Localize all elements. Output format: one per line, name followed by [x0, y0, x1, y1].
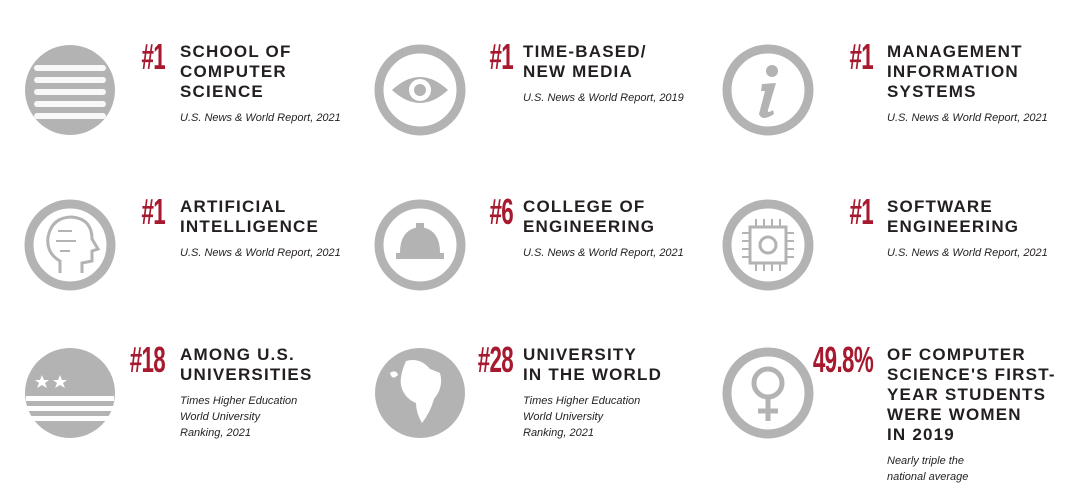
source-line: U.S. News & World Report, 2021 — [180, 247, 341, 259]
title: TIME-BASED/NEW MEDIA — [523, 42, 647, 82]
title-line: NEW MEDIA — [523, 62, 633, 81]
rank: #6 — [489, 191, 513, 232]
source-line: Times Higher Education — [180, 395, 298, 407]
source-line: national average — [887, 471, 969, 483]
rank: #1 — [141, 191, 165, 232]
rank: #1 — [141, 36, 165, 77]
icon — [722, 199, 814, 291]
title-line: SCHOOL OF — [180, 42, 292, 61]
title: UNIVERSITY IN THE WORLD — [523, 345, 662, 385]
icon — [374, 44, 466, 136]
source-line: U.S. News & World Report, 2021 — [887, 112, 1048, 124]
source-line: U.S. News & World Report, 2021 — [180, 112, 341, 124]
title-line: SOFTWARE — [887, 197, 993, 216]
title-line: UNIVERSITIES — [180, 365, 313, 384]
icon — [722, 44, 814, 136]
rank: #1 — [849, 36, 873, 77]
title-line: UNIVERSITY — [523, 345, 638, 364]
title-line: SYSTEMS — [887, 82, 977, 101]
title: COLLEGE OF ENGINEERING — [523, 197, 655, 237]
source-line: World University — [180, 411, 261, 423]
source-line: U.S. News & World Report, 2019 — [523, 92, 684, 104]
title-line: SCIENCE'S FIRST- — [887, 365, 1056, 384]
rank: 49.8% — [812, 339, 874, 380]
rank: #1 — [489, 36, 513, 77]
title-line: ARTIFICIAL — [180, 197, 287, 216]
title: AMONG U.S. UNIVERSITIES — [180, 345, 312, 385]
source-line: U.S. News & World Report, 2021 — [887, 247, 1048, 259]
title-line: MANAGEMENT — [887, 42, 1023, 61]
title-line: ENGINEERING — [523, 217, 656, 236]
title-line: ENGINEERING — [887, 217, 1020, 236]
title-line: INTELLIGENCE — [180, 217, 320, 236]
title-line: IN 2019 — [887, 425, 955, 444]
title-line: OF COMPUTER — [887, 345, 1026, 364]
title-line: COMPUTER — [180, 62, 287, 81]
title-line: IN THE WORLD — [523, 365, 663, 384]
rank: #28 — [477, 339, 514, 380]
title: OF COMPUTER SCIENCE'S FIRST- YEAR STUDENTS… — [887, 345, 1056, 445]
icon — [374, 199, 466, 291]
rank: #18 — [129, 339, 166, 380]
source-line: Ranking, 2021 — [180, 427, 251, 439]
icon — [25, 45, 115, 135]
source: U.S. News & World Report, 2021 — [180, 245, 341, 261]
source: Times Higher Education World University Ra… — [180, 393, 297, 441]
source: U.S. News & World Report, 2019 — [523, 90, 684, 106]
icon — [375, 348, 465, 438]
title: SOFTWARE ENGINEERING — [887, 197, 1019, 237]
source-line: World University — [523, 411, 604, 423]
title-line: SCIENCE — [180, 82, 264, 101]
source: U.S. News & World Report, 2021 — [523, 245, 684, 261]
source-line: U.S. News & World Report, 2021 — [523, 247, 684, 259]
source: Nearly triple the national average — [887, 453, 968, 485]
icon — [24, 199, 116, 291]
icon — [722, 347, 814, 439]
source-line: Times Higher Education — [523, 395, 641, 407]
icon — [25, 348, 115, 438]
title-line: AMONG U.S. — [180, 345, 295, 364]
title-line: WERE WOMEN — [887, 405, 1022, 424]
title-line: YEAR STUDENTS — [887, 385, 1047, 404]
rank: #1 — [849, 191, 873, 232]
source: U.S. News & World Report, 2021 — [887, 110, 1048, 126]
title: ARTIFICIAL INTELLIGENCE — [180, 197, 319, 237]
source: Times Higher Education World University Ra… — [523, 393, 640, 441]
source-line: Ranking, 2021 — [523, 427, 594, 439]
title: MANAGEMENT INFORMATION SYSTEMS — [887, 42, 1023, 102]
title-line: TIME-BASED/ — [523, 42, 647, 61]
title-line: COLLEGE OF — [523, 197, 646, 216]
title: SCHOOL OF COMPUTER SCIENCE — [180, 42, 292, 102]
title-line: INFORMATION — [887, 62, 1019, 81]
source: U.S. News & World Report, 2021 — [887, 245, 1048, 261]
source: U.S. News & World Report, 2021 — [180, 110, 341, 126]
source-line: Nearly triple the — [887, 455, 965, 467]
